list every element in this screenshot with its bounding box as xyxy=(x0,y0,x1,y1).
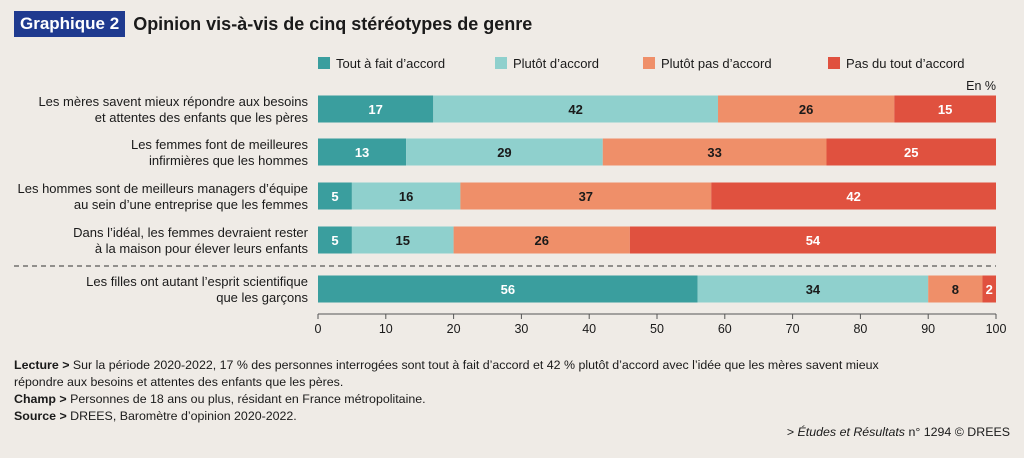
bar-segment xyxy=(318,95,434,123)
source-label: Source > xyxy=(14,409,67,423)
x-tick-label: 80 xyxy=(853,322,867,336)
lecture-text-2: répondre aux besoins et attentes des enf… xyxy=(14,375,344,389)
data-label: 13 xyxy=(355,145,369,160)
bar-segment xyxy=(351,226,454,254)
data-label: 5 xyxy=(331,233,338,248)
stacked-bar-chart: Tout à fait d’accord Plutôt d’accord Plutô… xyxy=(14,56,1007,336)
data-label: 15 xyxy=(396,233,410,248)
x-tick-label: 20 xyxy=(447,322,461,336)
legend-label: Tout à fait d’accord xyxy=(336,56,445,71)
data-label: 42 xyxy=(568,102,582,117)
x-tick-label: 0 xyxy=(315,322,322,336)
chart-title: Opinion vis-à-vis de cinq stéréotypes de… xyxy=(133,13,533,34)
category-label: Dans l’idéal, les femmes devraient reste… xyxy=(73,225,308,240)
category-label: et attentes des enfants que les pères xyxy=(95,110,309,125)
bar-segment xyxy=(826,138,996,166)
data-label: 2 xyxy=(986,282,993,297)
data-label: 33 xyxy=(707,145,721,160)
x-tick-label: 50 xyxy=(650,322,664,336)
data-label: 34 xyxy=(806,282,821,297)
x-tick-label: 90 xyxy=(921,322,935,336)
x-tick-label: 60 xyxy=(718,322,732,336)
category-label: que les garçons xyxy=(216,290,308,305)
x-tick-label: 100 xyxy=(986,322,1007,336)
legend-swatch xyxy=(495,57,507,69)
x-tick-label: 70 xyxy=(786,322,800,336)
bar-segment xyxy=(318,226,352,254)
lecture-text-1: Sur la période 2020-2022, 17 % des perso… xyxy=(69,358,879,372)
data-label: 37 xyxy=(579,189,593,204)
legend-label: Plutôt d’accord xyxy=(513,56,599,71)
category-label: Les filles ont autant l’esprit scientifi… xyxy=(86,274,308,289)
data-label: 8 xyxy=(952,282,959,297)
bar-segment xyxy=(453,226,630,254)
bar-segment xyxy=(711,182,996,210)
legend-label: Pas du tout d’accord xyxy=(846,56,965,71)
bar-segment xyxy=(629,226,996,254)
data-label: 26 xyxy=(535,233,549,248)
category-label: infirmières que les hommes xyxy=(149,153,308,168)
data-label: 16 xyxy=(399,189,413,204)
category-label: à la maison pour élever leurs enfants xyxy=(95,241,309,256)
category-label: Les mères savent mieux répondre aux beso… xyxy=(38,94,308,109)
bar-segment xyxy=(602,138,827,166)
bar-segment xyxy=(460,182,712,210)
data-label: 15 xyxy=(938,102,952,117)
legend-label: Plutôt pas d’accord xyxy=(661,56,772,71)
champ-label: Champ > xyxy=(14,392,67,406)
bar-segment xyxy=(318,182,352,210)
lecture-label: Lecture > xyxy=(14,358,70,372)
bar-segment xyxy=(928,275,983,303)
category-label: Les hommes sont de meilleurs managers d’… xyxy=(18,181,309,196)
credit-prefix: > xyxy=(786,425,798,439)
category-label: au sein d’une entreprise que les femmes xyxy=(74,197,309,212)
source-text: DREES, Baromètre d’opinion 2020-2022. xyxy=(66,409,297,423)
champ-text: Personnes de 18 ans ou plus, résidant en… xyxy=(66,392,426,406)
chart-number-badge: Graphique 2 xyxy=(14,11,126,37)
bar-segment xyxy=(351,182,461,210)
data-label: 54 xyxy=(806,233,821,248)
legend-swatch xyxy=(643,57,655,69)
chart-header: Graphique 2 Opinion vis-à-vis de cinq st… xyxy=(14,11,532,37)
data-label: 26 xyxy=(799,102,813,117)
bar-segment xyxy=(894,95,996,123)
data-label: 17 xyxy=(368,102,382,117)
credit-suffix: n° 1294 © DREES xyxy=(905,425,1010,439)
data-label: 56 xyxy=(501,282,515,297)
lecture-note: Lecture > Sur la période 2020-2022, 17 %… xyxy=(14,357,1014,374)
data-label: 25 xyxy=(904,145,918,160)
bar-segment xyxy=(982,275,996,303)
bar-segment xyxy=(318,138,407,166)
bar-segment xyxy=(433,95,719,123)
legend-swatch xyxy=(828,57,840,69)
legend-swatch xyxy=(318,57,330,69)
data-label: 29 xyxy=(497,145,511,160)
bar-segment xyxy=(318,275,698,303)
bar-segment xyxy=(718,95,895,123)
source-note: Source > DREES, Baromètre d’opinion 2020… xyxy=(14,408,1014,425)
chart-notes: Lecture > Sur la période 2020-2022, 17 %… xyxy=(14,357,1014,425)
data-label: 42 xyxy=(846,189,860,204)
champ-note: Champ > Personnes de 18 ans ou plus, rés… xyxy=(14,391,1014,408)
bar-segment xyxy=(697,275,929,303)
x-tick-label: 40 xyxy=(582,322,596,336)
bar-segment xyxy=(406,138,603,166)
credit-publication: Études et Résultats xyxy=(797,425,905,439)
x-tick-label: 10 xyxy=(379,322,393,336)
data-label: 5 xyxy=(331,189,338,204)
category-label: Les femmes font de meilleures xyxy=(131,137,309,152)
unit-label: En % xyxy=(966,79,996,93)
publication-credit: > Études et Résultats n° 1294 © DREES xyxy=(787,425,1010,439)
x-tick-label: 30 xyxy=(514,322,528,336)
